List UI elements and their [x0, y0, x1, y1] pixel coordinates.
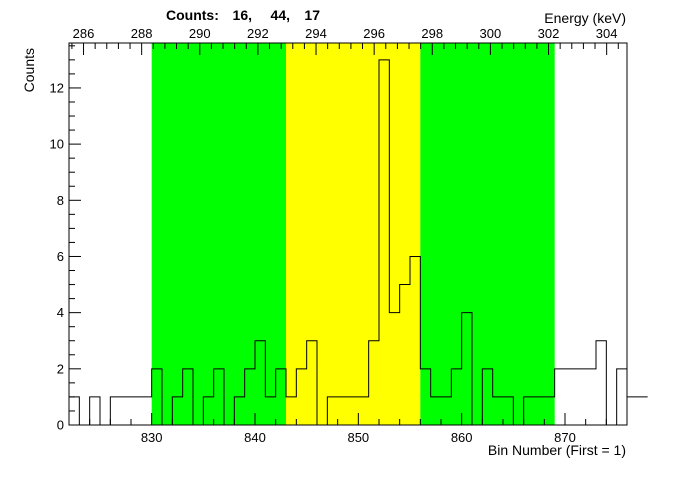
regions-layer	[151, 43, 555, 425]
y-tick-label: 6	[57, 249, 64, 264]
header-count-value: 17	[304, 7, 320, 23]
y-tick-label: 4	[57, 305, 64, 320]
header-counts-label: Counts:	[166, 7, 219, 23]
y-tick-label: 2	[57, 361, 64, 376]
labels-layer: 830 840 850 860 870 0 2 4 6 8 10 12 286 288 290 292 294 2…	[50, 26, 618, 445]
region-peak	[286, 43, 421, 425]
top-tick-label: 288	[131, 26, 153, 41]
y-tick-label: 12	[50, 80, 64, 95]
x-tick-label: 870	[554, 430, 576, 445]
top-tick-label: 296	[363, 26, 385, 41]
region-right-background	[420, 43, 555, 425]
y-tick-label: 0	[57, 418, 64, 433]
y-tick-label: 8	[57, 193, 64, 208]
top-tick-label: 290	[189, 26, 211, 41]
top-axis-title: Energy (keV)	[544, 10, 626, 26]
x-tick-label: 860	[451, 430, 473, 445]
y-axis-title: Counts	[21, 48, 37, 92]
top-tick-label: 304	[596, 26, 618, 41]
x-tick-label: 850	[347, 430, 369, 445]
top-tick-label: 292	[247, 26, 269, 41]
region-left-background	[151, 43, 286, 425]
top-tick-label: 298	[421, 26, 443, 41]
x-tick-label: 840	[244, 430, 266, 445]
x-tick-label: 830	[141, 430, 163, 445]
y-tick-label: 10	[50, 137, 64, 152]
header-count-value: 44,	[271, 7, 290, 23]
top-tick-label: 294	[305, 26, 327, 41]
x-axis-title: Bin Number (First = 1)	[488, 442, 626, 458]
header-count-value: 16,	[233, 7, 252, 23]
plot-frame	[68, 42, 628, 426]
ticks-layer	[68, 43, 628, 426]
top-tick-label: 286	[73, 26, 95, 41]
top-tick-label: 302	[538, 26, 560, 41]
top-tick-label: 300	[480, 26, 502, 41]
